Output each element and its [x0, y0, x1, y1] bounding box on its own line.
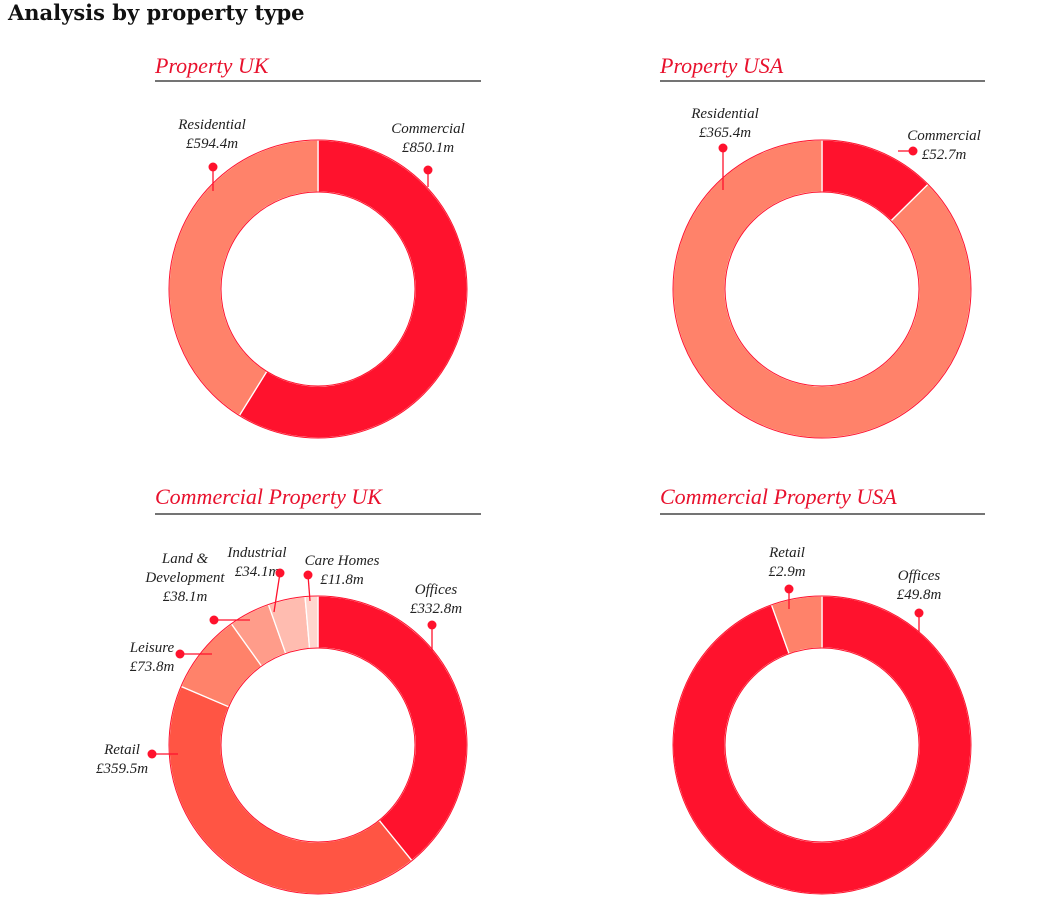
donut-outer-ring — [672, 139, 972, 439]
value-label-care-homes: £11.8m — [320, 572, 364, 588]
leader-dot-retail — [784, 584, 794, 594]
label-commercial: Commercial — [391, 121, 465, 137]
label-residential: Residential — [690, 106, 759, 122]
page-title: Analysis by property type — [8, 0, 305, 25]
leader-dot-industrial — [275, 568, 285, 578]
chart-property-uk: Property UK Commercial £850.1m Residential £… — [154, 53, 481, 439]
value-label-offices: £49.8m — [897, 587, 942, 603]
chart-title: Commercial Property USA — [660, 484, 897, 509]
leader-dot-care-homes — [303, 570, 313, 580]
donut-outer-ring — [168, 595, 468, 895]
donut-inner-ring — [724, 191, 920, 387]
value-label-land-development: £38.1m — [163, 589, 208, 605]
label-land-development: Development — [144, 570, 225, 586]
value-label-leisure: £73.8m — [130, 659, 175, 675]
leader-dot-offices — [914, 608, 924, 618]
chart-title: Commercial Property UK — [155, 484, 383, 509]
label-leisure: Leisure — [129, 640, 175, 656]
leader-dot-land-development — [209, 615, 219, 625]
value-label-offices: £332.8m — [410, 601, 462, 617]
slice-retail — [168, 685, 413, 895]
slice-offices — [317, 595, 468, 862]
value-label-commercial: £52.7m — [922, 147, 967, 163]
label-offices: Offices — [415, 582, 458, 598]
leader-dot-commercial — [423, 165, 433, 175]
value-label-retail: £359.5m — [96, 761, 148, 777]
leader-dot-residential — [718, 143, 728, 153]
value-label-retail: £2.9m — [768, 564, 805, 580]
donut-outer-ring — [168, 139, 468, 439]
value-label-residential: £365.4m — [699, 125, 751, 141]
leader-dot-leisure — [175, 649, 185, 659]
leader-line-industrial — [273, 572, 281, 613]
value-label-commercial: £850.1m — [402, 140, 454, 156]
value-label-industrial: £34.1m — [235, 564, 280, 580]
donut-inner-ring — [220, 647, 416, 843]
chart-commercial-property-usa: Commercial Property USA Offices £49.8m Reta… — [660, 484, 985, 895]
chart-property-usa: Property USA Commercial £52.7m Residential £… — [659, 53, 985, 439]
leader-dot-residential — [208, 162, 218, 172]
label-industrial: Industrial — [226, 545, 286, 561]
leader-dot-offices — [427, 620, 437, 630]
label-offices: Offices — [898, 568, 941, 584]
label-land-development: Land & — [161, 551, 209, 567]
leader-dot-commercial — [908, 146, 918, 156]
chart-commercial-property-uk: Commercial Property UK Offices £332.8m Reta… — [96, 484, 481, 895]
chart-title: Property UK — [154, 53, 270, 78]
label-care-homes: Care Homes — [305, 553, 380, 569]
slice-residential — [168, 139, 319, 417]
label-commercial: Commercial — [907, 128, 981, 144]
label-retail: Retail — [103, 742, 140, 758]
leader-dot-retail — [147, 749, 157, 759]
donut-inner-ring — [220, 191, 416, 387]
label-retail: Retail — [768, 545, 805, 561]
label-residential: Residential — [177, 117, 246, 133]
chart-title: Property USA — [659, 53, 784, 78]
donut-outer-ring — [672, 595, 972, 895]
donut-inner-ring — [724, 647, 920, 843]
value-label-residential: £594.4m — [186, 136, 238, 152]
